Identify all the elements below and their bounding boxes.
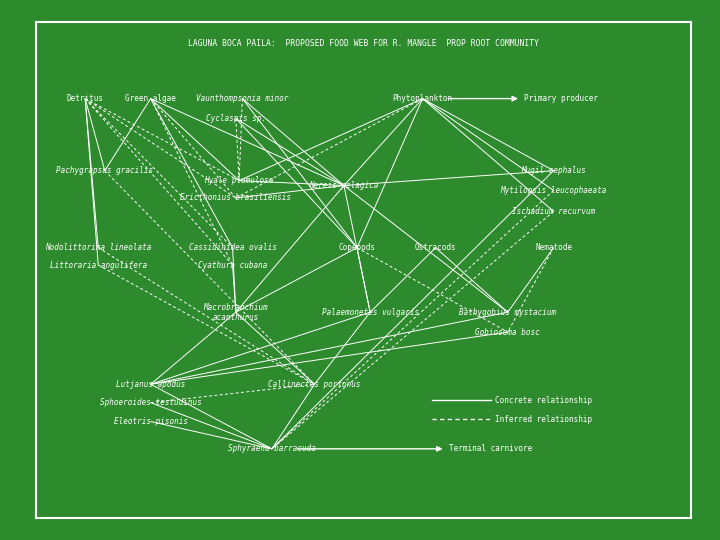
Text: Sphoeroides testudinus: Sphoeroides testudinus	[100, 398, 202, 407]
Text: Phytoplankton: Phytoplankton	[392, 94, 453, 103]
Text: Macrobranchium
acanthurus: Macrobranchium acanthurus	[204, 302, 269, 322]
Text: Detritus: Detritus	[67, 94, 104, 103]
Text: Bathygobius mystacium: Bathygobius mystacium	[459, 308, 557, 317]
Text: Palaemonetes vulgaris: Palaemonetes vulgaris	[322, 308, 419, 317]
Text: Mugil cephalus: Mugil cephalus	[521, 166, 586, 175]
Text: Hyale plumulosa: Hyale plumulosa	[204, 176, 274, 185]
Text: Callinectes portunus: Callinectes portunus	[269, 380, 361, 389]
Text: LAGUNA BOCA PAILA:  PROPOSED FOOD WEB FOR R. MANGLE  PROP ROOT COMMUNITY: LAGUNA BOCA PAILA: PROPOSED FOOD WEB FOR…	[188, 39, 539, 49]
Text: Gobiosoma bosc: Gobiosoma bosc	[475, 328, 540, 336]
Text: Ericthonius brasiliensis: Ericthonius brasiliensis	[180, 193, 292, 202]
Text: Littoraria angulifera: Littoraria angulifera	[50, 260, 147, 269]
Text: Concrete relationship: Concrete relationship	[495, 396, 592, 404]
Text: Terminal carnivore: Terminal carnivore	[449, 444, 532, 454]
Text: Inferred relationship: Inferred relationship	[495, 415, 592, 423]
Text: Cassidinidea ovalis: Cassidinidea ovalis	[189, 243, 276, 252]
Text: Ostracods: Ostracods	[415, 243, 456, 252]
Text: Pachygrapsus gracilis: Pachygrapsus gracilis	[56, 166, 153, 175]
Text: Lutjanus apodus: Lutjanus apodus	[116, 380, 185, 389]
Text: Green algae: Green algae	[125, 94, 176, 103]
Text: Copepods: Copepods	[338, 243, 376, 252]
Text: Sphyraena barracuda: Sphyraena barracuda	[228, 444, 316, 454]
Text: Ischadium recurvum: Ischadium recurvum	[512, 207, 595, 216]
Text: Nematode: Nematode	[535, 243, 572, 252]
Text: Mytilopsis leucophaeata: Mytilopsis leucophaeata	[500, 186, 607, 195]
Text: Eleotris pisonis: Eleotris pisonis	[114, 417, 188, 426]
Text: Primary producer: Primary producer	[524, 94, 598, 103]
Text: Nodolittorina lineolata: Nodolittorina lineolata	[45, 243, 151, 252]
Text: Cyathura cubana: Cyathura cubana	[198, 260, 267, 269]
Text: Vaunthompsonia minor: Vaunthompsonia minor	[196, 94, 289, 103]
Text: Cyclaspis sp.: Cyclaspis sp.	[206, 114, 266, 123]
Text: Nereis pelagica: Nereis pelagica	[310, 181, 379, 190]
